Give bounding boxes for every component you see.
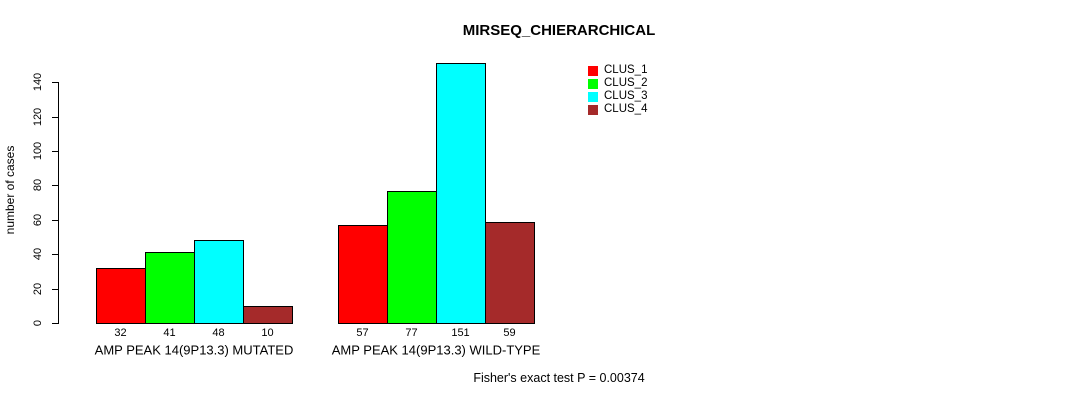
bar-value-label: 151 xyxy=(451,327,470,339)
bar-value-label: 48 xyxy=(212,327,225,339)
y-axis-tick xyxy=(52,116,58,118)
bar-clus_1-group2 xyxy=(338,225,388,324)
legend: CLUS_1 CLUS_2 CLUS_3 CLUS_4 xyxy=(588,64,647,116)
legend-label: CLUS_1 xyxy=(604,64,648,76)
legend-label: CLUS_3 xyxy=(604,90,648,102)
y-axis-tick-label: 0 xyxy=(32,319,44,327)
bar-clus_2-group2 xyxy=(387,191,437,324)
y-axis-tick xyxy=(52,323,58,324)
y-axis-tick xyxy=(52,151,58,152)
y-axis-tick xyxy=(52,219,58,221)
legend-swatch-clus_3 xyxy=(588,91,598,102)
bar-clus_4-group2 xyxy=(485,222,535,324)
legend-item-clus_3: CLUS_3 xyxy=(588,90,647,103)
bar-clus_1-group1 xyxy=(96,268,146,324)
legend-item-clus_1: CLUS_1 xyxy=(588,64,647,77)
y-axis-line xyxy=(58,82,59,324)
bar-clus_2-group1 xyxy=(145,252,195,324)
legend-item-clus_2: CLUS_2 xyxy=(588,77,647,90)
y-axis-tick xyxy=(52,82,58,84)
y-axis-label: number of cases xyxy=(3,145,17,235)
y-axis-tick xyxy=(52,254,58,256)
y-axis-tick-label: 20 xyxy=(32,282,44,295)
legend-label: CLUS_4 xyxy=(604,103,648,115)
legend-swatch-clus_1 xyxy=(588,65,598,76)
chart-title: MIRSEQ_CHIERARCHICAL xyxy=(462,22,656,39)
bar-value-label: 59 xyxy=(503,327,516,339)
x-group-label: AMP PEAK 14(9P13.3) MUTATED xyxy=(94,342,294,358)
bar-clus_3-group1 xyxy=(194,240,244,324)
legend-swatch-clus_4 xyxy=(588,104,598,115)
y-axis-tick-label: 140 xyxy=(32,73,44,92)
y-axis-tick-label: 60 xyxy=(32,213,44,226)
bar-value-label: 10 xyxy=(261,327,274,339)
x-group-label: AMP PEAK 14(9P13.3) WILD-TYPE xyxy=(331,342,541,358)
y-axis-tick-label: 100 xyxy=(32,141,44,161)
bar-value-label: 77 xyxy=(405,327,418,339)
fisher-test-annotation: Fisher's exact test P = 0.00374 xyxy=(473,371,645,385)
y-axis-tick xyxy=(52,185,58,187)
legend-label: CLUS_2 xyxy=(604,77,648,89)
bar-clus_4-group1 xyxy=(243,306,293,324)
legend-item-clus_4: CLUS_4 xyxy=(588,103,647,116)
bar-value-label: 32 xyxy=(114,327,127,339)
y-axis-tick-label: 120 xyxy=(32,107,44,126)
bar-value-label: 57 xyxy=(356,327,369,339)
y-axis-tick-label: 40 xyxy=(32,248,44,261)
bar-value-label: 41 xyxy=(163,327,176,339)
legend-swatch-clus_2 xyxy=(588,78,598,89)
y-axis-tick xyxy=(52,288,58,290)
bar-clus_3-group2 xyxy=(436,63,486,324)
y-axis-tick-label: 80 xyxy=(32,179,44,192)
